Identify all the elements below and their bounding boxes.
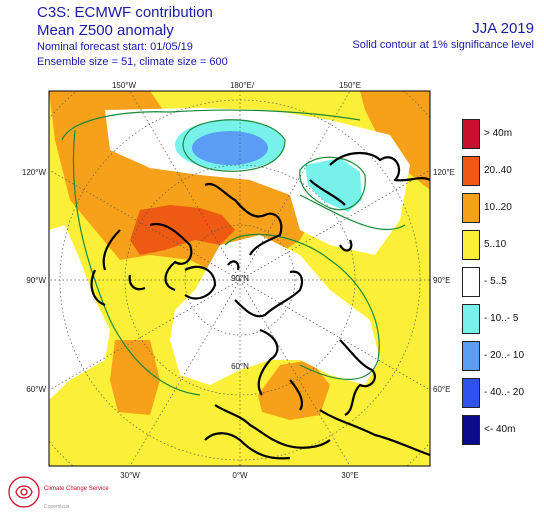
tick-bottom-30e: 30°E <box>341 471 358 480</box>
logo-text-line: Climate Change Service <box>44 486 109 492</box>
season-label: JJA 2019 <box>472 20 534 37</box>
graticule <box>49 91 430 466</box>
title-block: C3S: ECMWF contribution Mean Z500 anomal… <box>37 4 228 70</box>
map-field <box>49 91 430 466</box>
ensemble-size: Ensemble size = 51, climate size = 600 <box>37 56 228 68</box>
title-line-1: C3S: ECMWF contribution <box>37 4 213 21</box>
legend-item-neg-20-10: - 20..- 10 <box>462 341 536 371</box>
tick-top-150w: 150°W <box>112 81 137 90</box>
legend-item-neutral: - 5..5 <box>462 267 536 297</box>
legend-label: - 5..5 <box>484 276 507 287</box>
legend-label: - 20..- 10 <box>484 350 525 361</box>
tick-right-60e: 60°E <box>433 385 450 394</box>
significance-note: Solid contour at 1% significance level <box>352 39 534 51</box>
season-block: JJA 2019 Solid contour at 1% significanc… <box>352 20 534 53</box>
map-frame <box>48 90 431 467</box>
copernicus-emblem-icon <box>8 476 40 508</box>
legend-item-gt40: > 40m <box>462 119 536 149</box>
legend-swatch <box>462 378 480 408</box>
legend-label: 20..40 <box>484 165 512 176</box>
legend-item-lt-neg40: <- 40m <box>462 415 536 445</box>
copernicus-logo: Climate Change Service Copernicus <box>8 476 109 510</box>
legend-item-5-10: 5..10 <box>462 230 536 260</box>
tick-top-150e: 150°E <box>339 81 361 90</box>
legend-swatch <box>462 193 480 223</box>
coastlines <box>90 152 430 460</box>
legend-item-20-40: 20..40 <box>462 156 536 186</box>
tick-right-90e: 90°E <box>433 276 450 285</box>
legend-label: - 40..- 20 <box>484 387 525 398</box>
legend-label: 10..20 <box>484 202 512 213</box>
tick-bottom-30w: 30°W <box>120 471 140 480</box>
legend-swatch <box>462 156 480 186</box>
legend-swatch <box>462 119 480 149</box>
tick-top-180: 180°E/ <box>230 81 255 90</box>
legend-item-neg-10-5: - 10..- 5 <box>462 304 536 334</box>
anomaly-fill-neg-10-20 <box>192 131 268 165</box>
tick-bottom-0w: 0°W <box>232 471 248 480</box>
tick-left-60w: 60°W <box>26 385 46 394</box>
anomaly-fill-20-40 <box>130 205 235 255</box>
forecast-start: Nominal forecast start: 01/05/19 <box>37 41 193 53</box>
legend-swatch <box>462 341 480 371</box>
title-line-2: Mean Z500 anomaly <box>37 22 174 39</box>
legend-item-neg-40-20: - 40..- 20 <box>462 378 536 408</box>
label-60n: 60°N <box>231 362 249 371</box>
tick-right-120e: 120°E <box>433 168 455 177</box>
legend-swatch <box>462 267 480 297</box>
label-90n: 90°N <box>231 274 249 283</box>
logo-brand: Copernicus <box>44 504 70 510</box>
legend-item-10-20: 10..20 <box>462 193 536 223</box>
significance-contour <box>61 109 361 141</box>
legend-swatch <box>462 415 480 445</box>
tick-left-90w: 90°W <box>26 276 46 285</box>
legend-label: - 10..- 5 <box>484 313 519 324</box>
legend-label: > 40m <box>484 128 513 139</box>
legend-label: <- 40m <box>484 424 516 435</box>
legend-swatch <box>462 230 480 260</box>
tick-left-120w: 120°W <box>22 168 47 177</box>
legend-swatch <box>462 304 480 334</box>
legend-label: 5..10 <box>484 239 507 250</box>
